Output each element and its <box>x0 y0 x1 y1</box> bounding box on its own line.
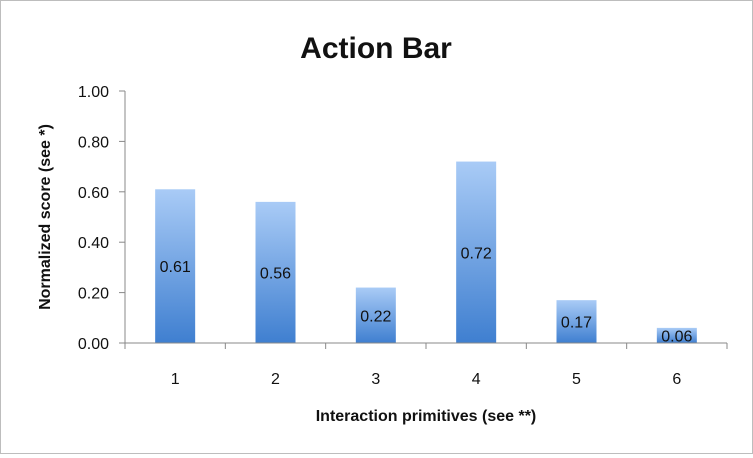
x-axis: 1 2 3 4 5 6 <box>124 342 728 388</box>
bar-data-label: 0.61 <box>160 259 191 276</box>
chart-title: Action Bar <box>300 32 452 65</box>
y-axis-label: Normalized score (see *) <box>37 124 54 310</box>
y-tick-label: 0.20 <box>78 286 109 303</box>
y-tick-label: 0.80 <box>78 134 109 151</box>
bar <box>656 327 697 343</box>
x-tick-label: 3 <box>371 371 380 388</box>
x-tick-label: 2 <box>271 371 280 388</box>
bar <box>155 189 196 343</box>
bar <box>255 201 296 343</box>
y-axis: 0.00 0.20 0.40 0.60 0.80 1.00 <box>78 84 126 353</box>
x-tick-label: 4 <box>472 371 481 388</box>
y-tick-label: 0.00 <box>78 336 109 353</box>
bar-series: 0.61 0.56 0.22 0.72 0.17 0.06 <box>155 161 697 345</box>
bar <box>556 300 597 343</box>
x-tick-label: 1 <box>171 371 180 388</box>
bar-data-label: 0.17 <box>561 315 592 332</box>
bar-data-label: 0.72 <box>461 245 492 262</box>
bar-data-label: 0.22 <box>360 308 391 325</box>
x-tick-label: 5 <box>572 371 581 388</box>
bar <box>355 287 396 343</box>
y-tick-label: 0.40 <box>78 235 109 252</box>
bar <box>456 161 497 343</box>
y-tick-label: 1.00 <box>78 84 109 101</box>
bar-data-label: 0.06 <box>661 328 692 345</box>
x-tick-label: 6 <box>672 371 681 388</box>
x-axis-label: Interaction primitives (see **) <box>316 408 537 425</box>
bar-data-label: 0.56 <box>260 265 291 282</box>
y-tick-label: 0.60 <box>78 185 109 202</box>
